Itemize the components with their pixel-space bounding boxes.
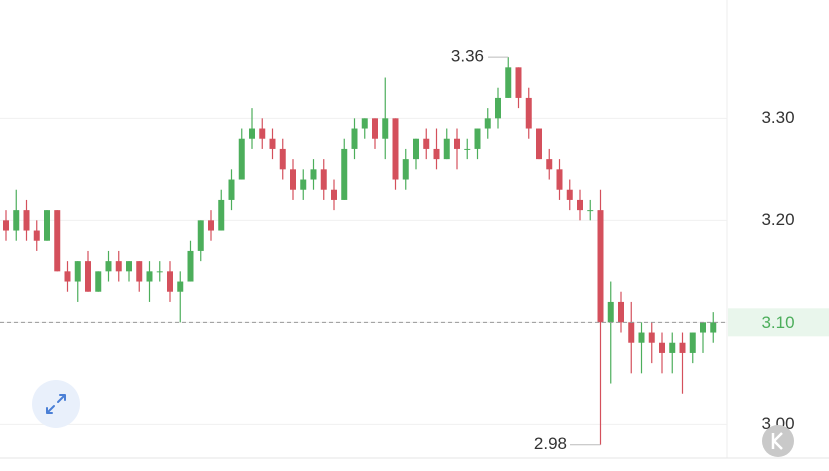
candle-body (74, 261, 81, 282)
candle-body (392, 118, 399, 180)
kline-button[interactable] (762, 425, 794, 457)
candle-body (126, 261, 132, 272)
candle-body (156, 271, 163, 273)
candle-body (208, 220, 214, 231)
candle-body (525, 97, 532, 129)
candle-body (136, 261, 143, 282)
candle-body (177, 281, 184, 292)
candle-body (648, 332, 655, 343)
candle-body (402, 159, 409, 180)
candle-body (259, 128, 266, 139)
candle-body (566, 189, 573, 200)
candle-body (597, 210, 604, 323)
candle-body (495, 97, 501, 119)
candle-body (618, 301, 624, 323)
low-marker-label: 2.98 (534, 434, 567, 453)
candle-body (372, 118, 378, 139)
candle-body (536, 128, 542, 160)
candle-body (587, 210, 594, 212)
candle-body (423, 138, 430, 149)
candle-body (269, 138, 276, 149)
kline-icon[interactable] (771, 432, 783, 450)
y-tick-label: 3.20 (761, 210, 794, 229)
candle-body (146, 271, 153, 282)
candle-body (33, 230, 40, 241)
last-price-box (728, 308, 829, 337)
candle-body (238, 138, 245, 180)
last-price-label: 3.10 (761, 313, 794, 332)
candle-body (197, 220, 204, 251)
candle-body (95, 271, 102, 292)
candle-body (187, 250, 194, 282)
candle-body (300, 179, 307, 190)
candle-body (515, 67, 522, 98)
candle-body (638, 332, 645, 343)
candle-body (23, 210, 30, 231)
candle-body (3, 220, 9, 231)
candle-body (228, 179, 235, 200)
candle-body (279, 148, 286, 170)
candle-body (167, 271, 173, 292)
high-marker-label: 3.36 (451, 47, 484, 66)
candle-body (105, 261, 112, 272)
expand-icon[interactable] (46, 394, 66, 414)
candle-body (44, 210, 50, 241)
candle-body (290, 169, 296, 190)
y-tick-label: 3.30 (761, 108, 794, 127)
candle-body (679, 342, 686, 353)
candle-body (700, 322, 706, 333)
candle-body (331, 189, 337, 200)
expand-button-bg[interactable] (32, 380, 80, 428)
candle-body (484, 118, 491, 129)
candle-body (577, 199, 583, 211)
candle-body (659, 342, 665, 353)
candle-body (413, 138, 419, 160)
candle-body (464, 148, 471, 150)
candle-body (433, 148, 440, 160)
candle-body (249, 128, 255, 139)
candle-body (443, 138, 450, 160)
candle-body (454, 138, 460, 149)
candle-body (218, 199, 225, 231)
candle-body (546, 159, 553, 170)
candle-body (474, 128, 481, 149)
candle-body (351, 128, 358, 149)
candle-body (361, 118, 368, 129)
expand-button[interactable] (32, 380, 80, 428)
candle-body (556, 169, 563, 190)
candle-body (382, 118, 389, 139)
candle-body (310, 169, 317, 180)
candle-body (341, 148, 348, 200)
candle-body (85, 261, 91, 292)
candle-body (13, 210, 20, 231)
candle-body (320, 169, 327, 190)
candle-body (505, 67, 512, 98)
candle-body (628, 322, 635, 343)
candle-body (689, 332, 696, 353)
candle-body (710, 322, 717, 333)
candle-body (669, 342, 676, 353)
candle-body (54, 210, 61, 272)
candle-body (115, 261, 122, 272)
candle-body (607, 301, 614, 323)
kline-button-bg[interactable] (762, 425, 794, 457)
candle-body (64, 271, 71, 282)
